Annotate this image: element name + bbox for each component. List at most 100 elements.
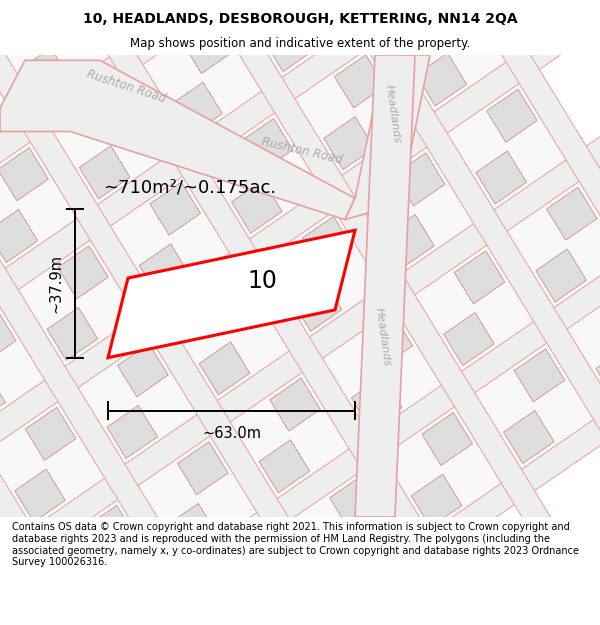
Polygon shape xyxy=(232,180,282,233)
Polygon shape xyxy=(112,0,162,38)
Polygon shape xyxy=(18,240,137,366)
Polygon shape xyxy=(150,182,200,235)
Polygon shape xyxy=(0,309,16,362)
Polygon shape xyxy=(30,0,80,39)
Polygon shape xyxy=(355,55,415,517)
Polygon shape xyxy=(411,474,462,527)
Polygon shape xyxy=(334,55,385,108)
Polygon shape xyxy=(0,0,476,309)
Polygon shape xyxy=(118,344,168,397)
Polygon shape xyxy=(15,469,65,522)
Polygon shape xyxy=(0,9,596,504)
Polygon shape xyxy=(0,371,5,424)
Polygon shape xyxy=(394,153,445,206)
Polygon shape xyxy=(324,117,374,169)
Polygon shape xyxy=(178,442,228,495)
Polygon shape xyxy=(58,246,108,299)
Polygon shape xyxy=(106,598,224,625)
Text: Rushton Road: Rushton Road xyxy=(85,68,167,106)
Polygon shape xyxy=(345,55,430,219)
Polygon shape xyxy=(242,119,293,171)
Polygon shape xyxy=(85,506,136,558)
Polygon shape xyxy=(295,49,414,176)
Polygon shape xyxy=(0,0,536,406)
Text: 10, HEADLANDS, DESBOROUGH, KETTERING, NN14 2QA: 10, HEADLANDS, DESBOROUGH, KETTERING, NN… xyxy=(83,12,517,26)
Polygon shape xyxy=(427,0,477,44)
Polygon shape xyxy=(443,312,494,366)
Polygon shape xyxy=(0,44,17,171)
Polygon shape xyxy=(329,476,380,529)
Text: Rushton Road: Rushton Road xyxy=(260,135,343,166)
Polygon shape xyxy=(110,176,229,302)
Polygon shape xyxy=(79,146,130,199)
Polygon shape xyxy=(0,209,38,262)
Polygon shape xyxy=(567,279,600,406)
Polygon shape xyxy=(16,205,600,625)
Polygon shape xyxy=(199,342,250,395)
Polygon shape xyxy=(596,347,600,400)
Polygon shape xyxy=(50,78,169,205)
Text: Headlands: Headlands xyxy=(384,84,402,143)
Polygon shape xyxy=(416,53,467,106)
Polygon shape xyxy=(0,107,600,602)
Polygon shape xyxy=(0,0,110,107)
Text: Map shows position and indicative extent of the property.: Map shows position and indicative extent… xyxy=(130,38,470,51)
Polygon shape xyxy=(203,112,322,239)
Polygon shape xyxy=(76,302,600,625)
Polygon shape xyxy=(352,376,402,429)
Polygon shape xyxy=(292,278,342,331)
Polygon shape xyxy=(356,0,407,8)
Polygon shape xyxy=(362,314,413,368)
Polygon shape xyxy=(108,230,355,358)
Text: ~37.9m: ~37.9m xyxy=(48,254,63,313)
Polygon shape xyxy=(0,402,105,528)
Polygon shape xyxy=(384,214,434,268)
Polygon shape xyxy=(107,406,157,458)
Polygon shape xyxy=(145,603,196,625)
Polygon shape xyxy=(210,280,260,333)
Polygon shape xyxy=(172,82,222,135)
Polygon shape xyxy=(507,181,600,308)
Polygon shape xyxy=(197,0,600,501)
Polygon shape xyxy=(13,0,479,625)
Text: Contains OS data © Crown copyright and database right 2021. This information is : Contains OS data © Crown copyright and d… xyxy=(12,522,579,568)
Polygon shape xyxy=(83,0,202,43)
Polygon shape xyxy=(290,470,409,597)
Polygon shape xyxy=(235,0,354,78)
Text: ~63.0m: ~63.0m xyxy=(202,426,261,441)
Polygon shape xyxy=(387,0,506,112)
Polygon shape xyxy=(19,48,70,101)
Polygon shape xyxy=(487,89,537,142)
Text: 10: 10 xyxy=(247,269,277,293)
Text: ~710m²/~0.175ac.: ~710m²/~0.175ac. xyxy=(103,179,277,197)
Polygon shape xyxy=(0,142,77,268)
Polygon shape xyxy=(275,0,325,10)
Polygon shape xyxy=(454,251,505,304)
Polygon shape xyxy=(547,188,597,240)
Polygon shape xyxy=(259,440,310,493)
Polygon shape xyxy=(139,244,190,297)
Polygon shape xyxy=(382,407,502,533)
Polygon shape xyxy=(264,19,314,71)
Polygon shape xyxy=(355,147,474,273)
Polygon shape xyxy=(0,0,387,625)
Polygon shape xyxy=(182,21,233,74)
Polygon shape xyxy=(263,211,382,337)
Polygon shape xyxy=(0,76,203,625)
Polygon shape xyxy=(230,372,349,499)
Polygon shape xyxy=(0,60,355,219)
Polygon shape xyxy=(0,0,416,211)
Polygon shape xyxy=(289,0,600,438)
Polygon shape xyxy=(198,534,317,625)
Polygon shape xyxy=(327,0,446,14)
Polygon shape xyxy=(514,349,565,402)
Polygon shape xyxy=(74,567,125,620)
Polygon shape xyxy=(447,83,566,210)
Polygon shape xyxy=(138,436,257,562)
Polygon shape xyxy=(0,148,49,201)
Polygon shape xyxy=(476,151,526,204)
Polygon shape xyxy=(422,412,472,466)
Polygon shape xyxy=(47,308,98,361)
Polygon shape xyxy=(270,378,320,431)
Polygon shape xyxy=(322,309,442,435)
